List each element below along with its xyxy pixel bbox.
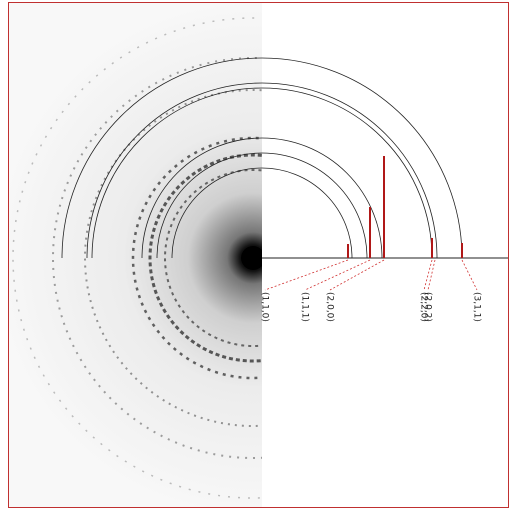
- peak-label: (2,0,0): [325, 292, 335, 322]
- peak-label: (3,1,1): [472, 292, 482, 322]
- diffraction-figure: (1,1,0) (1,1,1) (2,0,0) (2,2,0) (2,0,2) …: [0, 0, 509, 510]
- peak-label: (2,0,2): [423, 292, 433, 322]
- peak-label: (1,1,1): [300, 292, 310, 322]
- peak-label: (1,1,0): [260, 292, 270, 322]
